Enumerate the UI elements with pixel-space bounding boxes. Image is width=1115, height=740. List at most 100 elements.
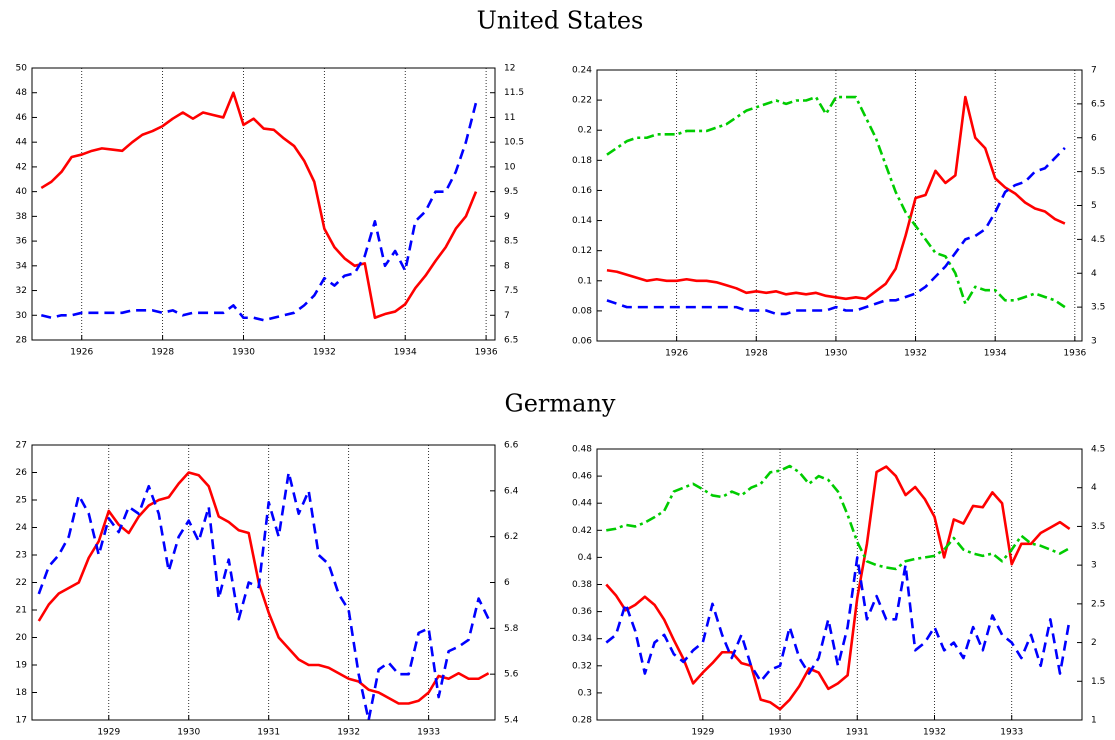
y2-tick-label: 5.6 — [504, 670, 519, 680]
y2-tick-label: 6 — [504, 578, 510, 588]
y2-tick-label: 7 — [1091, 66, 1097, 76]
y2-tick-label: 9 — [504, 212, 510, 222]
x-tick-label: 1934 — [394, 348, 417, 358]
y-tick-label: 0.42 — [572, 526, 592, 536]
y-tick-label: 42 — [16, 162, 27, 172]
y2-tick-label: 1.5 — [1091, 677, 1105, 687]
series-line — [605, 465, 1071, 711]
y-tick-label: 46 — [16, 113, 28, 123]
y-tick-label: 0.1 — [578, 276, 592, 286]
y-tick-label: 0.16 — [572, 186, 592, 196]
series-line — [37, 471, 490, 705]
y-tick-label: 26 — [16, 468, 28, 478]
series-line — [606, 95, 1066, 301]
y-tick-label: 23 — [16, 551, 27, 561]
y2-tick-label: 5.5 — [1091, 167, 1105, 177]
y2-tick-label: 5.4 — [504, 716, 519, 726]
y-tick-label: 0.14 — [572, 216, 592, 226]
y-tick-label: 32 — [16, 286, 27, 296]
x-tick-label: 1932 — [923, 728, 946, 738]
x-tick-label: 1936 — [475, 348, 498, 358]
y2-tick-label: 6 — [1091, 133, 1097, 143]
y-tick-label: 30 — [16, 311, 28, 321]
y-tick-label: 20 — [16, 633, 28, 643]
y-tick-label: 0.3 — [578, 688, 592, 698]
series-line — [37, 471, 490, 722]
y-tick-label: 36 — [16, 237, 28, 247]
x-tick-label: 1932 — [313, 348, 336, 358]
y2-tick-label: 7.5 — [504, 286, 518, 296]
x-tick-label: 1926 — [665, 349, 688, 359]
x-tick-label: 1928 — [151, 348, 174, 358]
y2-tick-label: 6.4 — [504, 486, 519, 496]
section-title: Germany — [505, 390, 616, 418]
x-tick-label: 1930 — [177, 728, 200, 738]
y-tick-label: 22 — [16, 578, 27, 588]
x-tick-label: 1933 — [417, 728, 440, 738]
x-tick-label: 1929 — [691, 728, 714, 738]
y2-tick-label: 5 — [1091, 201, 1097, 211]
section-title: United States — [477, 7, 644, 35]
y2-tick-label: 4 — [1091, 269, 1097, 279]
y-tick-label: 0.4 — [578, 553, 593, 563]
y2-tick-label: 11.5 — [504, 88, 524, 98]
y2-tick-label: 2 — [1091, 638, 1097, 648]
y-tick-label: 40 — [16, 187, 28, 197]
x-tick-label: 1932 — [337, 728, 360, 738]
y-tick-label: 44 — [16, 138, 28, 148]
y-tick-label: 0.44 — [572, 499, 592, 509]
y-tick-label: 0.22 — [572, 96, 592, 106]
y-tick-label: 18 — [16, 688, 28, 698]
y-tick-label: 0.12 — [572, 246, 592, 256]
x-tick-label: 1930 — [769, 728, 792, 738]
y-tick-label: 0.24 — [572, 66, 592, 76]
y2-tick-label: 5.8 — [504, 624, 519, 634]
y-tick-label: 0.34 — [572, 634, 592, 644]
y2-tick-label: 2.5 — [1091, 599, 1105, 609]
series-line — [606, 146, 1066, 316]
y-tick-label: 38 — [16, 212, 28, 222]
x-tick-label: 1934 — [984, 349, 1007, 359]
y-tick-label: 0.36 — [572, 607, 592, 617]
plot-frame — [31, 444, 496, 721]
series-line — [40, 91, 478, 320]
y2-tick-label: 8 — [504, 261, 510, 271]
y2-tick-label: 3.5 — [1091, 522, 1105, 532]
x-tick-label: 1932 — [904, 349, 927, 359]
y2-tick-label: 3 — [1091, 561, 1097, 571]
series-line — [605, 556, 1071, 683]
plot-frame — [31, 67, 496, 341]
y2-tick-label: 6.5 — [504, 336, 518, 346]
y2-tick-label: 10 — [504, 162, 516, 172]
y-tick-label: 25 — [16, 496, 27, 506]
y2-tick-label: 4.5 — [1091, 235, 1105, 245]
x-tick-label: 1930 — [824, 349, 847, 359]
y-tick-label: 0.18 — [572, 156, 592, 166]
y-tick-label: 0.08 — [572, 306, 592, 316]
y-tick-label: 17 — [16, 716, 27, 726]
y2-tick-label: 9.5 — [504, 187, 518, 197]
x-tick-label: 1931 — [257, 728, 280, 738]
y2-tick-label: 7 — [504, 311, 510, 321]
y-tick-label: 0.06 — [572, 337, 592, 347]
y2-tick-label: 3 — [1091, 337, 1097, 347]
y-tick-label: 34 — [16, 261, 28, 271]
y2-tick-label: 4 — [1091, 483, 1097, 493]
x-tick-label: 1928 — [745, 349, 768, 359]
plot-frame — [596, 69, 1083, 342]
y-tick-label: 24 — [16, 523, 28, 533]
x-tick-label: 1930 — [232, 348, 255, 358]
x-tick-label: 1933 — [1000, 728, 1023, 738]
y-tick-label: 0.28 — [572, 716, 592, 726]
x-tick-label: 1926 — [70, 348, 93, 358]
y2-tick-label: 6.2 — [504, 532, 518, 542]
y2-tick-label: 6.5 — [1091, 99, 1105, 109]
series-line — [606, 464, 1071, 571]
y-tick-label: 21 — [16, 606, 27, 616]
y2-tick-label: 3.5 — [1091, 303, 1105, 313]
y2-tick-label: 1 — [1091, 716, 1097, 726]
y-tick-label: 0.32 — [572, 661, 592, 671]
y-tick-label: 48 — [16, 88, 28, 98]
y-tick-label: 0.48 — [572, 445, 592, 455]
